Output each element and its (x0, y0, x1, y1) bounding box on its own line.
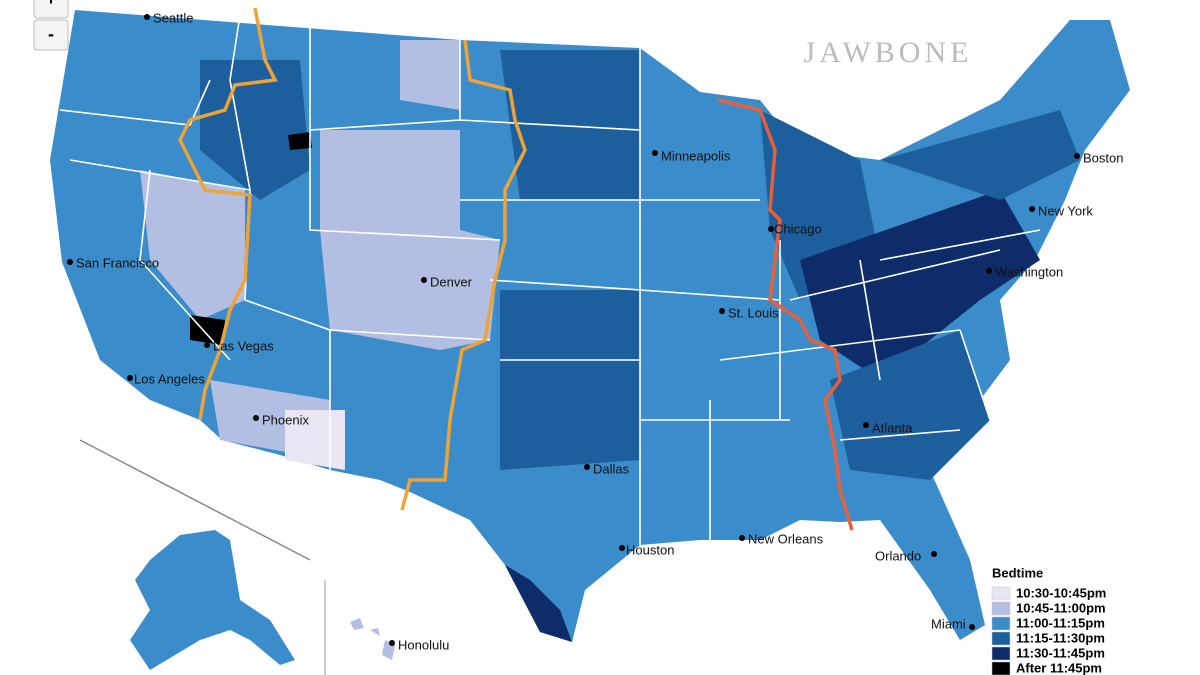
city-dot (127, 375, 133, 381)
region-shading (140, 40, 1080, 642)
city-label: Washington (995, 264, 1063, 279)
city-label: Orlando (875, 548, 921, 563)
watermark: JAWBONE (804, 36, 973, 69)
legend-swatch (991, 586, 1011, 601)
city-dot (67, 259, 73, 265)
city-label: New York (1038, 203, 1093, 218)
city-dot (739, 535, 745, 541)
timezone-line (717, 98, 854, 531)
alaska (130, 530, 295, 670)
inset-divider (79, 439, 311, 561)
city-label: Dallas (593, 461, 630, 476)
city-dot (986, 268, 992, 274)
city-dot (253, 415, 259, 421)
hawaii (350, 618, 395, 660)
legend-label: After 11:45pm (1016, 660, 1102, 675)
city-label: Seattle (153, 10, 193, 25)
legend-swatch (991, 616, 1011, 631)
city-dot (863, 422, 869, 428)
city-label: Boston (1083, 150, 1123, 165)
city-dot (931, 551, 937, 557)
city-dot (652, 150, 658, 156)
city-label: Denver (430, 274, 473, 289)
city-label: Houston (626, 542, 674, 557)
city-dot (1074, 153, 1080, 159)
city-labels: Seattle San Francisco Las Vegas Los Ange… (67, 10, 1123, 652)
timezone-line (400, 39, 527, 511)
city-label: Honolulu (398, 637, 449, 652)
city-dot (144, 14, 150, 20)
legend-swatch (991, 646, 1011, 661)
timezone-line (178, 7, 278, 421)
city-label: Atlanta (872, 420, 913, 435)
legend-label: 11:30-11:45pm (1016, 645, 1105, 660)
zoom-in-button[interactable] (33, 0, 69, 19)
legend-swatch (991, 631, 1011, 646)
city-dot (1029, 206, 1035, 212)
city-label: Las Vegas (213, 338, 274, 353)
zoom-in-label[interactable]: + (46, 0, 57, 9)
legend-label: 10:45-11:00pm (1016, 600, 1106, 615)
legend-swatch (991, 661, 1011, 675)
legend-background (985, 562, 1155, 675)
city-dot (969, 624, 975, 630)
legend-title: Bedtime (992, 565, 1043, 580)
legend-label: 11:00-11:15pm (1016, 615, 1105, 630)
legend: Bedtime 10:30-10:45pm10:45-11:00pm11:00-… (985, 562, 1155, 675)
legend-label: 11:15-11:30pm (1016, 630, 1105, 645)
city-dot (768, 226, 774, 232)
legend-label: 10:30-10:45pm (1016, 585, 1106, 600)
city-dot (204, 342, 210, 348)
city-label: Minneapolis (661, 148, 731, 163)
city-label: Los Angeles (134, 371, 205, 386)
city-dot (584, 464, 590, 470)
city-label: Chicago (774, 221, 822, 236)
city-label: Phoenix (262, 412, 309, 427)
city-label: St. Louis (728, 305, 779, 320)
city-label: New Orleans (748, 531, 824, 546)
city-label: San Francisco (76, 255, 159, 270)
city-dot (719, 308, 725, 314)
state-borders (59, 14, 1041, 545)
zoom-controls: + - (33, 0, 69, 51)
city-label: Miami (931, 616, 966, 631)
city-dot (421, 277, 427, 283)
legend-swatch (991, 601, 1011, 616)
city-dot (619, 545, 625, 551)
zoom-out-label[interactable]: - (48, 24, 54, 44)
city-dot (389, 640, 395, 646)
zoom-out-button[interactable] (33, 19, 69, 51)
